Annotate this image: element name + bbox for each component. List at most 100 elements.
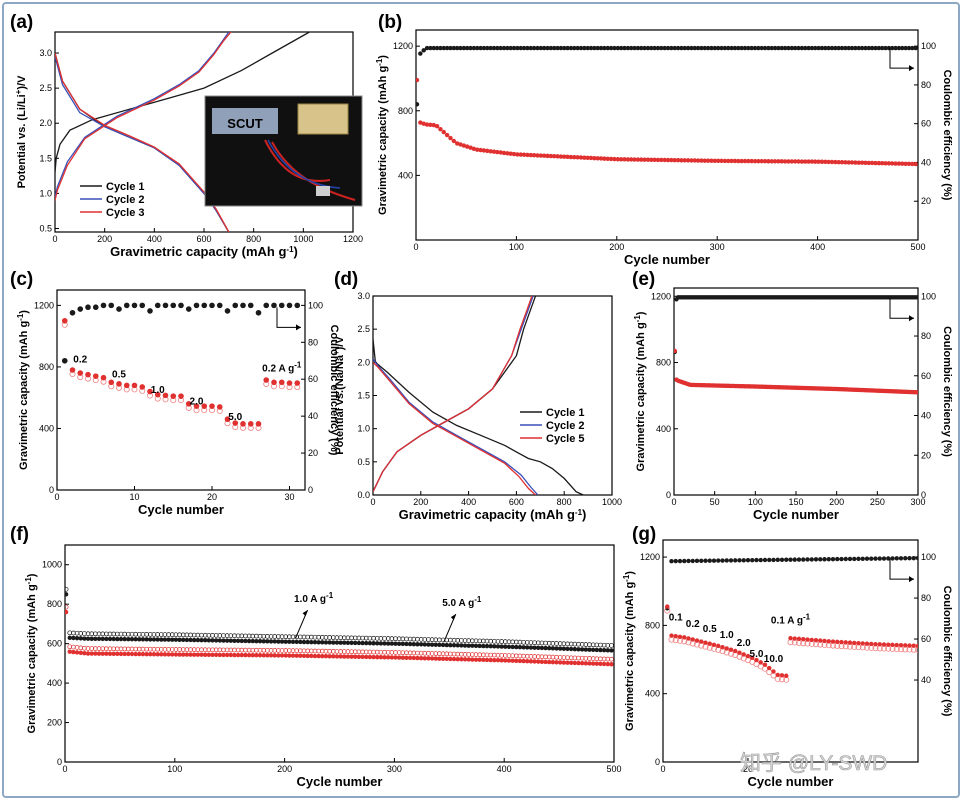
- rate-label: 0.5: [703, 624, 717, 635]
- data-point: [762, 557, 768, 563]
- rate-label: 10.0: [764, 654, 784, 665]
- data-point: [206, 638, 212, 643]
- data-point: [622, 45, 627, 51]
- plot-frame: [372, 295, 613, 496]
- data-point: [809, 557, 814, 562]
- data-point: [876, 160, 882, 166]
- data-point: [863, 45, 868, 51]
- data-point: [69, 309, 76, 316]
- plot-frame: [56, 289, 306, 491]
- data-point: [809, 159, 815, 164]
- data-point: [74, 650, 80, 655]
- data-point: [852, 640, 857, 646]
- data-point: [178, 302, 184, 309]
- data-point: [353, 640, 358, 646]
- data-point: [528, 152, 533, 158]
- data-point: [309, 653, 314, 659]
- data-point: [853, 160, 858, 165]
- data-point: [261, 653, 266, 658]
- data-point: [786, 45, 791, 51]
- data-point: [728, 647, 734, 652]
- data-point: [784, 557, 789, 562]
- data-point: [371, 654, 376, 660]
- y-tick-label: 800: [47, 599, 62, 609]
- data-point: [686, 558, 691, 564]
- data-point: [911, 555, 916, 561]
- x-tick-label: 0: [413, 242, 418, 252]
- panel-letter: (b): [378, 12, 402, 33]
- data-point: [137, 651, 142, 657]
- data-point: [232, 652, 237, 658]
- panel-letter: (c): [10, 269, 33, 290]
- y2-tick-label: 40: [921, 411, 931, 421]
- y-tick-label: 800: [645, 620, 660, 630]
- data-point: [501, 150, 507, 156]
- panel-letter: (a): [10, 12, 33, 33]
- y2-tick-label: 40: [308, 411, 318, 421]
- y-tick-label: 800: [656, 358, 671, 368]
- data-point-charge: [609, 656, 614, 662]
- data-point: [826, 557, 831, 562]
- data-point: [575, 45, 580, 51]
- data-point: [385, 655, 391, 660]
- y-tick-label: 400: [645, 689, 660, 699]
- data-point: [890, 556, 895, 561]
- y-tick-label: 1.5: [39, 153, 52, 163]
- data-point: [535, 45, 540, 51]
- annotation-arrow-head: [450, 614, 456, 621]
- data-point: [247, 421, 254, 427]
- data-point: [669, 157, 674, 163]
- data-point: [839, 639, 844, 645]
- x-tick-label: 200: [277, 764, 292, 774]
- data-point: [107, 636, 113, 642]
- data-point: [444, 132, 450, 138]
- data-point: [694, 638, 700, 643]
- watermark-text: 知乎 @LY-SWD: [740, 752, 887, 775]
- data-point: [364, 640, 369, 646]
- data-point: [521, 152, 527, 157]
- data-point: [592, 45, 597, 51]
- data-point: [830, 639, 836, 644]
- y2-axis-label: Coulombic efficiency (%): [941, 70, 953, 201]
- data-point: [461, 45, 467, 51]
- data-point: [585, 155, 590, 161]
- data-point: [869, 641, 874, 647]
- data-point: [849, 160, 855, 165]
- data-point: [739, 45, 744, 51]
- data-point: [287, 653, 292, 658]
- data-point: [756, 45, 761, 51]
- data-point: [431, 45, 436, 51]
- series-line: [373, 358, 539, 495]
- data-point: [185, 306, 192, 312]
- data-point: [639, 45, 644, 51]
- y-axis-label: Gravimetric capacity (mAh g-1): [622, 571, 637, 731]
- panel-c: (c) 0 10 20 30 0 400 800 1200 0 20 40 60 80 100 Cycle n…: [10, 269, 340, 517]
- data-point: [65, 609, 69, 615]
- data-point: [645, 45, 651, 51]
- x-axis-label: Cycle number: [753, 507, 839, 522]
- data-point: [448, 45, 453, 51]
- data-point: [144, 637, 149, 642]
- series-group: [664, 555, 918, 683]
- data-point: [485, 45, 490, 51]
- data-point: [481, 148, 487, 153]
- data-point: [782, 45, 788, 51]
- data-point: [813, 557, 819, 562]
- x-tick-label: 500: [606, 764, 621, 774]
- data-point: [682, 558, 687, 564]
- data-point: [709, 45, 714, 51]
- y-tick-label: 1200: [393, 41, 413, 51]
- data-point: [470, 657, 475, 662]
- y-tick-label: 200: [47, 718, 62, 728]
- data-point: [531, 45, 537, 51]
- data-point: [911, 643, 916, 648]
- data-point: [126, 651, 131, 657]
- data-point: [89, 636, 94, 641]
- data-point: [775, 672, 780, 678]
- rate-label: 2.0: [190, 397, 204, 408]
- data-point: [209, 302, 215, 309]
- data-point: [843, 556, 848, 562]
- data-point: [579, 661, 585, 666]
- data-point: [199, 652, 204, 657]
- data-point: [279, 653, 285, 658]
